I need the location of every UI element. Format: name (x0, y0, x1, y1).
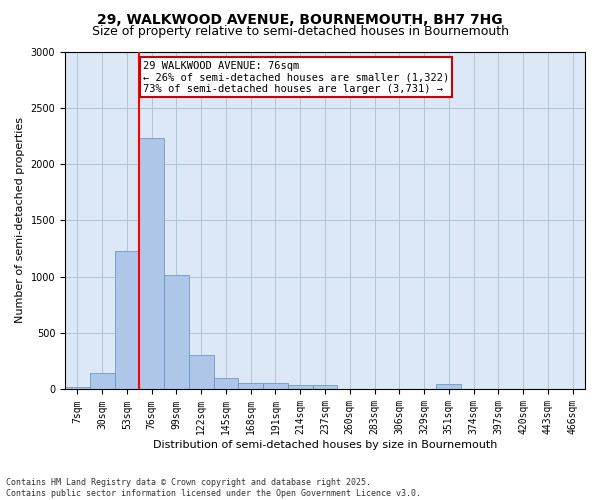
Bar (90, 372, 115, 390)
X-axis label: Distribution of semi-detached houses by size in Bournemouth: Distribution of semi-detached houses by … (153, 440, 497, 450)
Text: 29, WALKWOOD AVENUE, BOURNEMOUTH, BH7 7HG: 29, WALKWOOD AVENUE, BOURNEMOUTH, BH7 7H… (97, 12, 503, 26)
Bar (164, 274, 189, 390)
Text: Contains HM Land Registry data © Crown copyright and database right 2025.
Contai: Contains HM Land Registry data © Crown c… (6, 478, 421, 498)
Bar (65, 387, 90, 390)
Bar (288, 385, 313, 390)
Text: Size of property relative to semi-detached houses in Bournemouth: Size of property relative to semi-detach… (91, 25, 509, 38)
Bar (436, 384, 461, 390)
Bar (313, 385, 337, 390)
Bar (263, 382, 288, 390)
Y-axis label: Number of semi-detached properties: Number of semi-detached properties (15, 118, 25, 324)
Bar (115, 251, 139, 390)
Bar (139, 138, 164, 390)
Text: 29 WALKWOOD AVENUE: 76sqm
← 26% of semi-detached houses are smaller (1,322)
73% : 29 WALKWOOD AVENUE: 76sqm ← 26% of semi-… (143, 60, 449, 94)
Bar (238, 382, 263, 390)
Bar (214, 378, 238, 390)
Bar (189, 354, 214, 390)
